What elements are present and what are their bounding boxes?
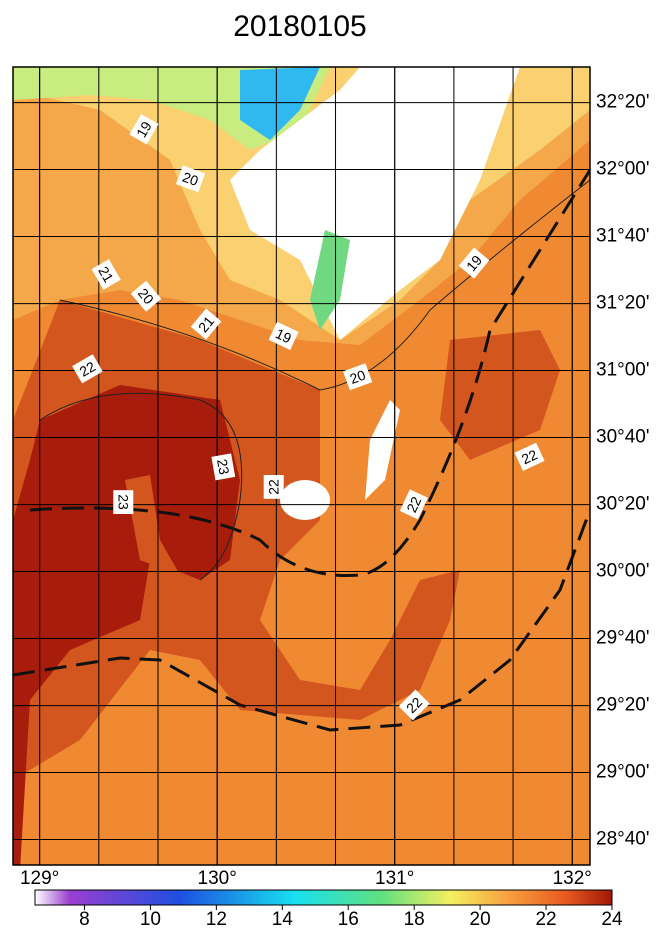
lat-label: 32°00'	[596, 159, 650, 180]
contour-label: 22	[266, 479, 282, 495]
contour-label-box	[129, 113, 159, 145]
lat-label: 31°00'	[596, 360, 650, 381]
colorbar	[34, 889, 613, 906]
lat-label: 30°00'	[596, 561, 650, 582]
contour-label-box	[211, 453, 236, 481]
colorbar-tick-label: 12	[206, 909, 227, 930]
contour-label-box	[458, 247, 490, 279]
contour-label-box	[91, 259, 121, 290]
colorbar-tick-label: 16	[338, 909, 359, 930]
colorbar-ticks: 8 10 12 14 16 18 20 22 24	[79, 905, 623, 930]
contour-label: 22	[519, 446, 540, 467]
lat-label: 29°20'	[596, 695, 650, 716]
contour-label-box	[268, 321, 299, 350]
lon-label: 130°	[198, 868, 237, 889]
contour-label-box	[113, 490, 134, 514]
map-frame	[12, 66, 591, 866]
contour-label-box	[190, 308, 222, 340]
contour-label: 22	[403, 494, 424, 515]
title: 20180105	[233, 10, 366, 43]
grid	[13, 67, 590, 865]
contour-label-box	[514, 442, 545, 471]
contour-label-box	[72, 354, 103, 384]
contour-label: 19	[273, 325, 294, 346]
contour-label: 23	[115, 494, 131, 510]
contour-label-box	[130, 280, 162, 312]
lat-label: 30°20'	[596, 494, 650, 515]
lat-label: 30°40'	[596, 426, 650, 447]
lat-label: 31°40'	[596, 225, 650, 246]
contour-label: 20	[348, 367, 368, 387]
contour-label-box	[398, 689, 430, 721]
contour-label: 22	[77, 358, 99, 380]
colorbar-tick-label: 22	[535, 909, 556, 930]
lon-label: 132°	[553, 868, 592, 889]
contour-label: 19	[133, 118, 155, 140]
colorbar-tick-label: 20	[470, 909, 491, 930]
contour-label: 21	[95, 264, 117, 286]
contour-label: 20	[180, 169, 200, 189]
lon-label: 131°	[375, 868, 414, 889]
lat-label: 29°00'	[596, 762, 650, 783]
sst-field	[13, 67, 590, 865]
colorbar-tick-label: 14	[272, 909, 294, 930]
lat-label: 29°40'	[596, 627, 650, 648]
contour-label-box	[343, 363, 373, 391]
contour-label-box	[263, 475, 284, 499]
contour-label-box	[399, 489, 428, 520]
contour-label-box	[175, 165, 206, 193]
colorbar-tick-label: 24	[601, 909, 623, 930]
colorbar-tick-label: 8	[79, 909, 90, 930]
contour-labels: 19 20 21 20 21 19 22 20 23 22 23 22 22 2…	[72, 113, 545, 721]
lon-label: 129°	[20, 868, 59, 889]
colorbar-tick-label: 10	[140, 909, 161, 930]
lat-label: 28°40'	[596, 828, 650, 849]
lat-label: 31°20'	[596, 293, 650, 314]
colorbar-tick-label: 18	[404, 909, 425, 930]
contour-label: 23	[214, 458, 232, 476]
lat-label: 32°20'	[596, 92, 650, 113]
